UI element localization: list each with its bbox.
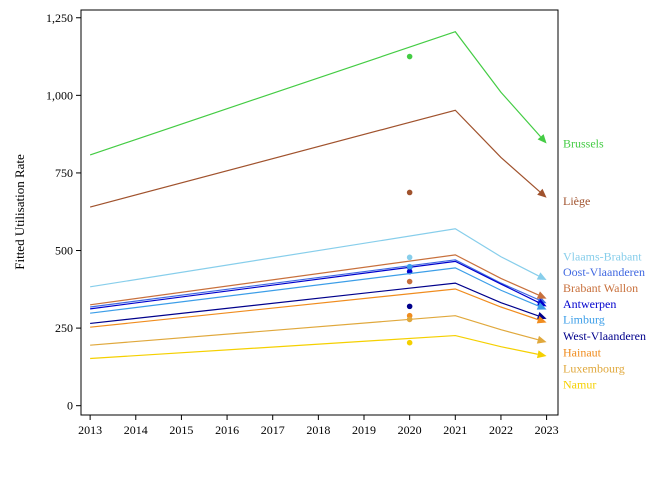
x-tick-label: 2023 [535,423,559,437]
series-layer [89,31,547,360]
x-tick-label: 2014 [124,423,148,437]
series-label-west-vlaanderen: West-Vlaanderen [563,329,646,343]
series-line [90,259,539,308]
series-label-namur: Namur [563,378,596,392]
x-tick-label: 2020 [398,423,422,437]
series-label-brussels: Brussels [563,136,604,150]
series-arrowhead [536,272,547,280]
series-brussels [89,31,547,156]
series-labels: Brussels Liège Vlaams-BrabantOost-Vlaander… [563,136,646,391]
observed-point [406,339,413,346]
series-label-liege: Liège [563,194,590,208]
observed-point [406,263,413,270]
series-line [90,254,539,306]
x-tick-label: 2021 [443,423,467,437]
series-vlaams-brabant [90,228,547,288]
series-line [89,109,541,208]
series-arrowhead [536,302,547,310]
series-line [90,260,539,310]
series-label-vlaams-brabant: Vlaams-Brabant [563,250,642,264]
x-tick-label: 2019 [352,423,376,437]
series-line [90,288,539,328]
observed-point [406,278,413,285]
series-limburg [90,263,547,314]
series-label-limburg: Limburg [563,312,605,326]
observed-point [406,53,413,60]
series-line [89,31,542,156]
observed-point [406,303,413,310]
observed-point [406,316,413,323]
x-tick-label: 2013 [78,423,102,437]
x-tick-label: 2015 [169,423,193,437]
series-hainaut [90,288,547,328]
series-label-oost-vlaanderen: Oost-Vlaanderen [563,265,645,279]
series-arrowhead [536,291,547,299]
series-label-luxembourg: Luxembourg [563,361,625,375]
series-arrowhead [536,335,547,344]
x-tick-label: 2018 [306,423,330,437]
series-luxembourg [90,315,547,346]
y-tick-label: 250 [55,321,73,335]
series-line [90,282,539,325]
observed-point [406,189,413,196]
x-tick-label: 2022 [489,423,513,437]
x-tick-label: 2017 [261,423,285,437]
y-tick-label: 1,000 [46,88,73,102]
y-tick-label: 500 [55,244,73,258]
series-line [90,315,539,346]
y-tick-label: 750 [55,166,73,180]
series-namur [90,334,547,360]
series-liege [89,109,547,208]
series-arrowhead [536,315,547,324]
series-brabant-wallon [90,254,547,306]
y-tick-label: 1,250 [46,11,73,25]
series-label-brabant-wallon: Brabant Wallon [563,281,638,295]
plot-frame [80,9,559,416]
series-arrowhead [537,134,547,144]
series-arrowhead [537,188,547,198]
series-label-antwerpen: Antwerpen [563,297,616,311]
series-line [90,334,538,360]
observed-point [406,254,413,261]
series-label-hainaut: Hainaut [563,345,602,359]
series-line [90,228,539,288]
series-arrowhead [536,350,547,359]
x-axis: 2013 2014 2015 2016 2017 2018 2019 2020 2021 2022… [78,415,559,437]
x-tick-label: 2016 [215,423,239,437]
y-axis-title: Fitted Utilisation Rate [12,154,27,270]
series-line [90,267,539,314]
y-tick-label: 0 [67,399,73,413]
y-axis: 0 250 500 750 1,000 1,250 [46,11,81,413]
